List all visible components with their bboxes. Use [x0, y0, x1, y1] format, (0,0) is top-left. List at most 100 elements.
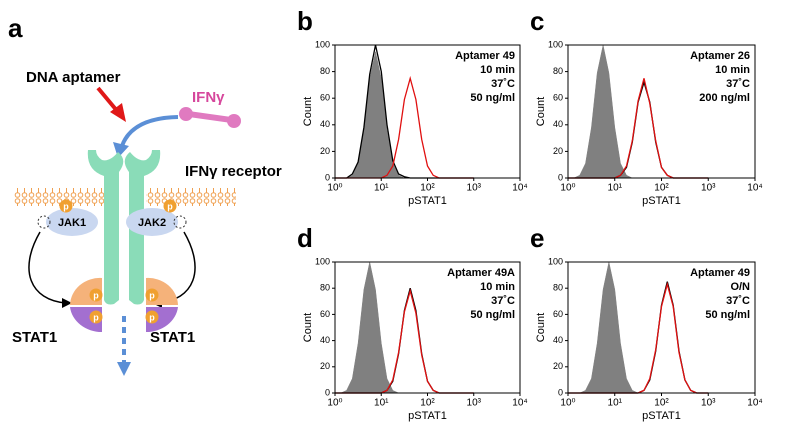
- y-tick-label: 100: [548, 39, 563, 49]
- annotation: 37˚C: [491, 295, 515, 307]
- jak-link: [173, 215, 187, 229]
- jak-link: [37, 215, 51, 229]
- jak1-label: JAK1: [58, 217, 86, 229]
- y-tick-label: 20: [320, 146, 330, 156]
- histogram-area: [568, 44, 709, 179]
- y-tick-label: 80: [320, 66, 330, 76]
- x-tick-label: 10²: [420, 398, 435, 409]
- phosphorylation-arrow: [28, 231, 67, 304]
- histogram-area: [335, 261, 474, 394]
- panel-label: e: [530, 223, 544, 253]
- histogram-area: [568, 261, 709, 394]
- annotation: Aptamer 49: [690, 267, 750, 279]
- annotation: Aptamer 26: [690, 50, 750, 62]
- y-tick-label: 60: [553, 309, 563, 319]
- x-tick-label: 10³: [701, 398, 716, 409]
- diagram: a DNA aptamer IFNγ IFNγ receptor JAK1 JA…: [8, 13, 282, 376]
- histogram-line: [568, 281, 709, 394]
- x-tick-label: 10³: [467, 183, 482, 194]
- arrowhead: [62, 298, 72, 308]
- y-tick-label: 0: [325, 387, 330, 397]
- ligand-bead: [179, 107, 193, 121]
- annotation: 50 ng/ml: [705, 309, 750, 321]
- x-tick-label: 10¹: [374, 398, 389, 409]
- y-tick-label: 60: [553, 93, 563, 103]
- y-tick-label: 80: [553, 283, 563, 293]
- panel-label: a: [8, 13, 23, 43]
- annotation: O/N: [730, 281, 750, 293]
- x-tick-label: 10¹: [374, 183, 389, 194]
- annotation: 37˚C: [726, 78, 750, 90]
- x-axis-label: pSTAT1: [642, 410, 681, 422]
- y-axis-label: Count: [302, 97, 314, 126]
- ligand-label: IFNγ: [192, 89, 225, 106]
- binding-arrow: [120, 115, 179, 147]
- phospho-label: p: [149, 312, 155, 322]
- signal-arrowhead: [117, 362, 131, 376]
- annotation: 10 min: [715, 64, 750, 76]
- phospho-label: p: [149, 290, 155, 300]
- jak1: [46, 208, 98, 236]
- y-axis-label: Count: [535, 97, 547, 126]
- panel-label: d: [297, 223, 313, 253]
- phospho-site: [59, 199, 73, 213]
- x-axis-label: pSTAT1: [408, 410, 447, 422]
- y-tick-label: 0: [558, 387, 563, 397]
- annotation: 200 ng/ml: [699, 92, 750, 104]
- annotation: 10 min: [480, 64, 515, 76]
- x-tick-label: 10⁴: [747, 398, 762, 409]
- y-tick-label: 60: [320, 309, 330, 319]
- y-tick-label: 20: [553, 146, 563, 156]
- y-tick-label: 40: [553, 119, 563, 129]
- y-axis-label: Count: [302, 313, 314, 342]
- y-tick-label: 100: [315, 39, 330, 49]
- annotation: 37˚C: [491, 78, 515, 90]
- aptamer-label: DNA aptamer: [26, 69, 121, 86]
- ligand-bar: [187, 110, 233, 124]
- stat1-right-label: STAT1: [150, 329, 195, 346]
- annotation: 50 ng/ml: [470, 309, 515, 321]
- membrane: [14, 188, 104, 206]
- y-tick-label: 80: [320, 283, 330, 293]
- y-tick-label: 40: [553, 335, 563, 345]
- y-tick-label: 40: [320, 335, 330, 345]
- receptor-left: [87, 150, 124, 305]
- jak2-label: JAK2: [138, 217, 166, 229]
- x-tick-label: 10¹: [608, 398, 623, 409]
- annotation: 10 min: [480, 281, 515, 293]
- aptamer-arrowhead: [110, 103, 126, 122]
- annotation: Aptamer 49: [455, 50, 515, 62]
- y-tick-label: 80: [553, 66, 563, 76]
- phospho-site: [145, 288, 159, 302]
- x-tick-label: 10⁰: [327, 398, 342, 409]
- membrane: [146, 188, 236, 206]
- y-tick-label: 20: [553, 361, 563, 371]
- histogram-line: [335, 44, 474, 179]
- x-axis-label: pSTAT1: [642, 195, 681, 207]
- y-tick-label: 20: [320, 361, 330, 371]
- histogram-line: [568, 281, 709, 394]
- annotation: Aptamer 49A: [447, 267, 515, 279]
- x-tick-label: 10⁰: [327, 183, 342, 194]
- histogram-line: [335, 75, 474, 179]
- y-tick-label: 40: [320, 119, 330, 129]
- histogram-area: [335, 51, 474, 179]
- annotation: 37˚C: [726, 295, 750, 307]
- stat1-left-label: STAT1: [12, 329, 57, 346]
- jak2: [126, 208, 178, 236]
- y-tick-label: 60: [320, 93, 330, 103]
- x-tick-label: 10⁴: [747, 183, 762, 194]
- aptamer-arrow: [96, 86, 120, 114]
- x-tick-label: 10⁴: [512, 183, 527, 194]
- y-axis-label: Count: [535, 313, 547, 342]
- annotation: 50 ng/ml: [470, 92, 515, 104]
- x-tick-label: 10¹: [608, 183, 623, 194]
- y-tick-label: 100: [548, 256, 563, 266]
- x-tick-label: 10³: [701, 183, 716, 194]
- phospho-site: [89, 310, 103, 324]
- x-tick-label: 10⁰: [560, 183, 575, 194]
- x-tick-label: 10⁴: [512, 398, 527, 409]
- ligand-bead: [227, 114, 241, 128]
- x-axis-label: pSTAT1: [408, 195, 447, 207]
